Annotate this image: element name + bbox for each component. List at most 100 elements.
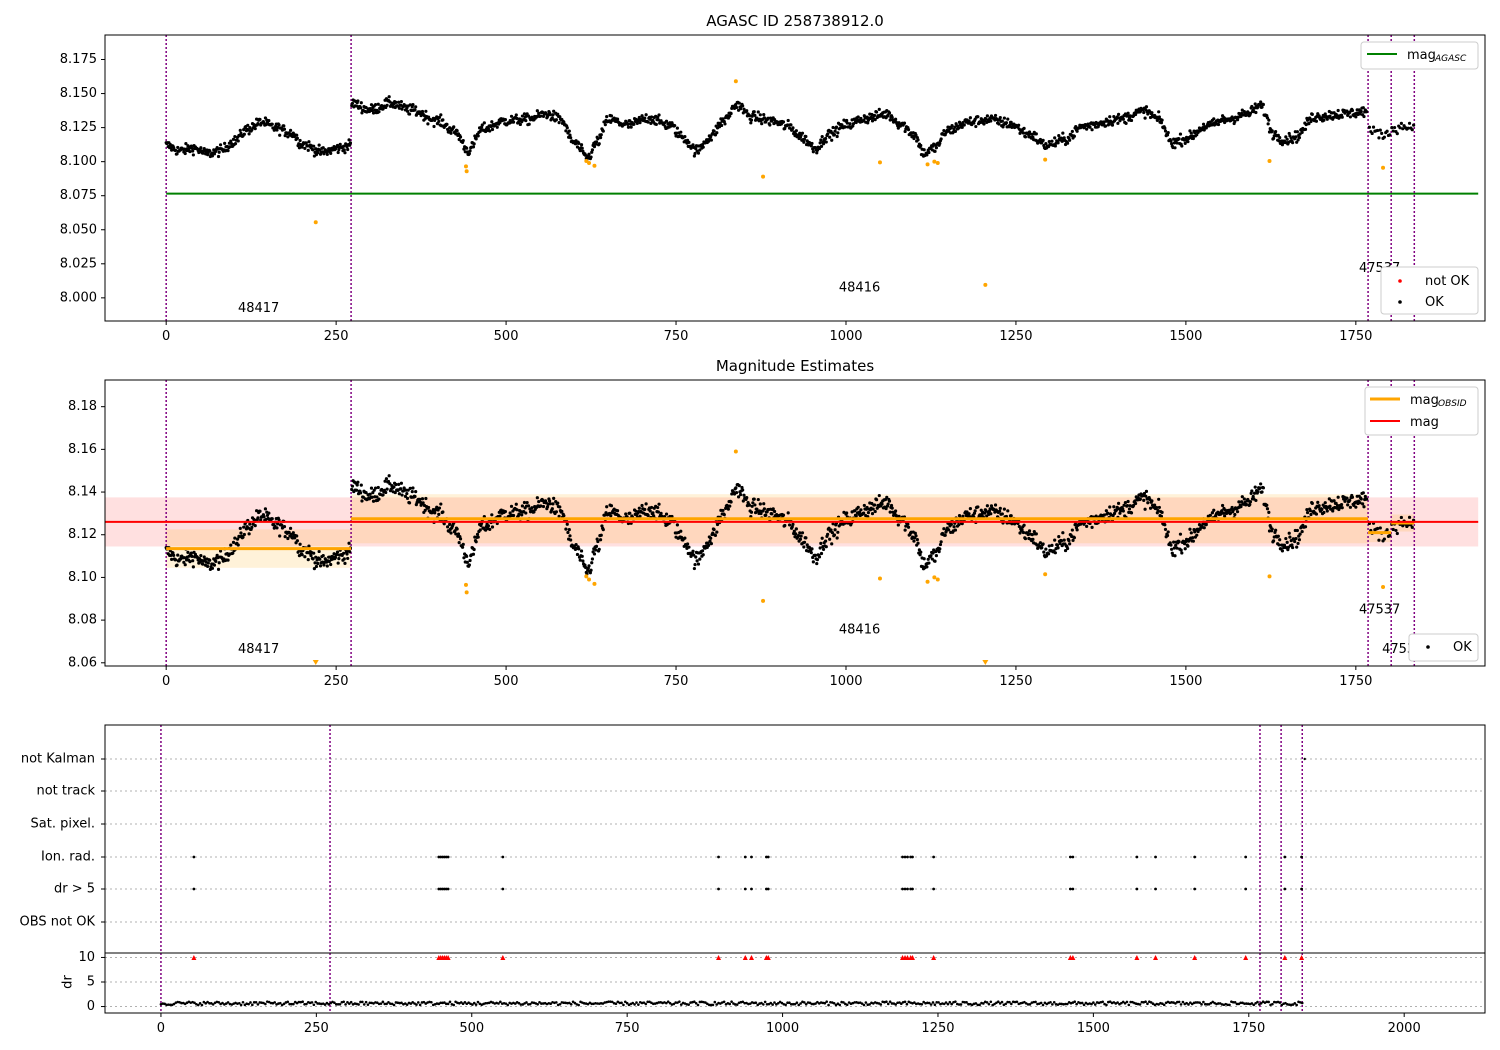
estimates-xtick-label: 500 [494, 674, 519, 689]
ok-point [605, 114, 609, 119]
ok-point [1059, 539, 1064, 543]
dr-point [1123, 1001, 1127, 1005]
dr-point [1295, 1003, 1298, 1007]
ok-point [275, 526, 279, 530]
ok-point [597, 547, 601, 551]
outlier-point [877, 160, 882, 165]
ok-point [539, 504, 543, 508]
ok-point [819, 551, 824, 556]
ok-point [286, 536, 290, 541]
ok-point [199, 146, 203, 150]
ok-point [896, 523, 900, 527]
ok-point [206, 564, 210, 569]
ok-point [906, 522, 910, 526]
ok-point [336, 561, 340, 565]
ok-point [1057, 534, 1061, 539]
ok-point [385, 103, 389, 107]
ok-point [786, 118, 790, 123]
dr-point [329, 1001, 332, 1005]
ok-point [679, 130, 683, 134]
ok-point [656, 510, 660, 514]
ok-point [217, 561, 221, 565]
dr-point [325, 1001, 329, 1005]
dr-point [637, 1003, 640, 1006]
agasc-xtick-label: 250 [324, 329, 349, 344]
outlier-point [932, 159, 937, 164]
ok-point [1116, 112, 1121, 116]
ok-point [346, 147, 350, 152]
dr-point [254, 1001, 258, 1004]
dr-point [913, 1001, 916, 1004]
ok-point [1186, 544, 1190, 548]
ok-point [607, 511, 612, 516]
flags-xtick-label: 750 [615, 1021, 640, 1036]
ok-point [764, 513, 768, 517]
ok-point [1239, 504, 1243, 509]
ok-point [913, 531, 917, 535]
ok-point [1276, 534, 1280, 538]
ok-point [369, 486, 374, 490]
ok-point [190, 554, 194, 558]
ok-point [962, 123, 966, 127]
ok-point [550, 116, 554, 120]
dr-point [1217, 1002, 1220, 1005]
ok-point [745, 109, 749, 113]
ok-point [360, 499, 364, 503]
ok-point [715, 522, 720, 527]
ok-point [522, 112, 527, 116]
dr-point [1293, 1002, 1297, 1005]
ok-point [472, 142, 476, 146]
ok-point [498, 120, 502, 125]
ok-point [886, 502, 890, 506]
ok-point [938, 542, 943, 547]
ok-point [917, 548, 922, 552]
ok-point [350, 101, 355, 106]
ok-point [1244, 502, 1248, 507]
ok-point [1258, 102, 1262, 107]
ok-point [1044, 547, 1048, 551]
ok-point [300, 145, 304, 149]
ok-point [306, 558, 310, 562]
ok-point [581, 559, 585, 563]
ok-point [490, 120, 494, 124]
ok-point [201, 562, 205, 566]
ok-point [934, 554, 938, 558]
flag-label: Sat. pixel. [31, 817, 95, 832]
ok-point [445, 122, 449, 126]
ion-rad-point [911, 855, 914, 859]
ok-point [437, 115, 442, 119]
ok-point [1119, 509, 1123, 513]
dr-point [789, 1002, 793, 1006]
ok-point [701, 553, 705, 557]
dr-point [827, 1003, 830, 1007]
ok-point [873, 118, 877, 122]
dr-point [985, 1001, 989, 1004]
ok-point [233, 536, 237, 540]
dr-point [224, 1002, 228, 1005]
dr-point [931, 1001, 935, 1004]
dr-point [443, 1001, 446, 1004]
estimates-ytick-label: 8.16 [68, 442, 97, 457]
dr-point [1233, 1001, 1237, 1004]
dr-point [1162, 1003, 1166, 1007]
ok-point [191, 149, 195, 153]
dr-point [1149, 1001, 1153, 1004]
ok-point [1125, 503, 1130, 508]
dr-point [172, 1002, 176, 1006]
ok-point [925, 565, 929, 569]
ok-point [859, 508, 863, 512]
flags-xtick-label: 1250 [921, 1021, 954, 1036]
ok-point [789, 123, 793, 127]
ok-point [740, 485, 744, 490]
ok-point [729, 500, 733, 504]
ok-point [280, 523, 284, 527]
ok-point [413, 108, 417, 112]
dr-point [519, 1003, 523, 1006]
ok-point [1034, 132, 1038, 136]
ok-point [488, 129, 492, 133]
ok-point [241, 535, 245, 539]
ok-point [829, 528, 833, 532]
ok-point [906, 128, 911, 132]
ok-point [712, 527, 716, 532]
ok-point [691, 143, 695, 147]
